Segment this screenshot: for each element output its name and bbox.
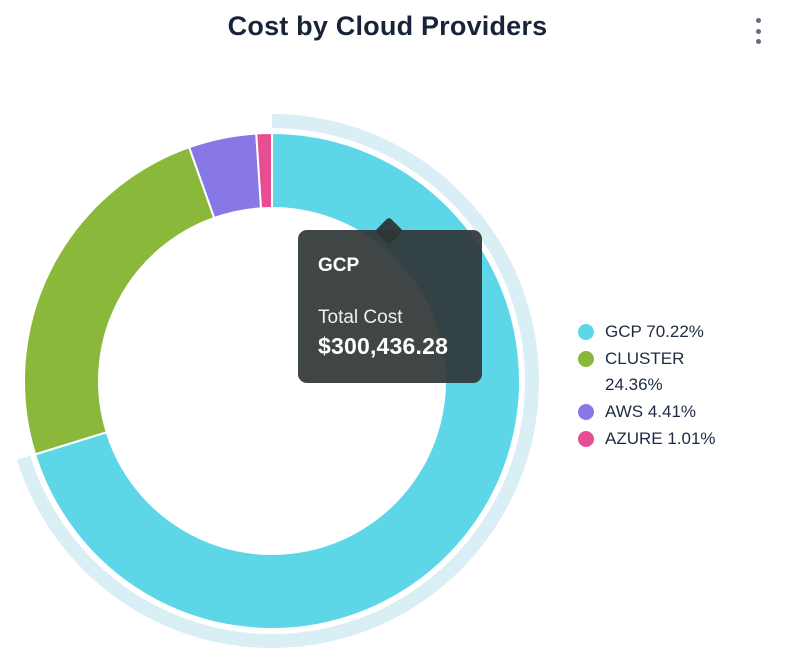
chart-legend: GCP 70.22% CLUSTER 24.36% AWS 4.41% AZURE 1… (578, 319, 753, 453)
chart-title: Cost by Cloud Providers (227, 11, 548, 41)
legend-marker-gcp (578, 324, 594, 340)
kebab-dot (755, 18, 761, 23)
kebab-dot (755, 28, 761, 34)
legend-item-azure[interactable]: AZURE 1.01% (578, 426, 753, 452)
tooltip-label: Total Cost (318, 307, 403, 328)
chart-tooltip: GCP Total Cost $300,436.28 (298, 230, 482, 383)
kebab-dot (755, 39, 761, 44)
legend-label-gcp: GCP 70.22% (605, 322, 704, 341)
legend-item-gcp[interactable]: GCP 70.22% (578, 319, 753, 345)
legend-item-cluster[interactable]: CLUSTER 24.36% (578, 346, 753, 398)
legend-item-aws[interactable]: AWS 4.41% (578, 399, 753, 425)
slice-azure[interactable] (255, 132, 273, 210)
legend-marker-cluster (578, 351, 594, 367)
slice-cluster[interactable] (23, 146, 216, 456)
legend-marker-aws (578, 404, 594, 420)
legend-label-azure: AZURE 1.01% (605, 429, 716, 448)
tooltip-series-name: GCP (318, 255, 360, 276)
legend-marker-azure (578, 431, 594, 447)
legend-label-cluster: CLUSTER 24.36% (605, 349, 685, 394)
tooltip-value: $300,436.28 (318, 333, 449, 359)
kebab-menu-icon[interactable] (750, 18, 766, 44)
legend-label-aws: AWS 4.41% (605, 402, 697, 421)
